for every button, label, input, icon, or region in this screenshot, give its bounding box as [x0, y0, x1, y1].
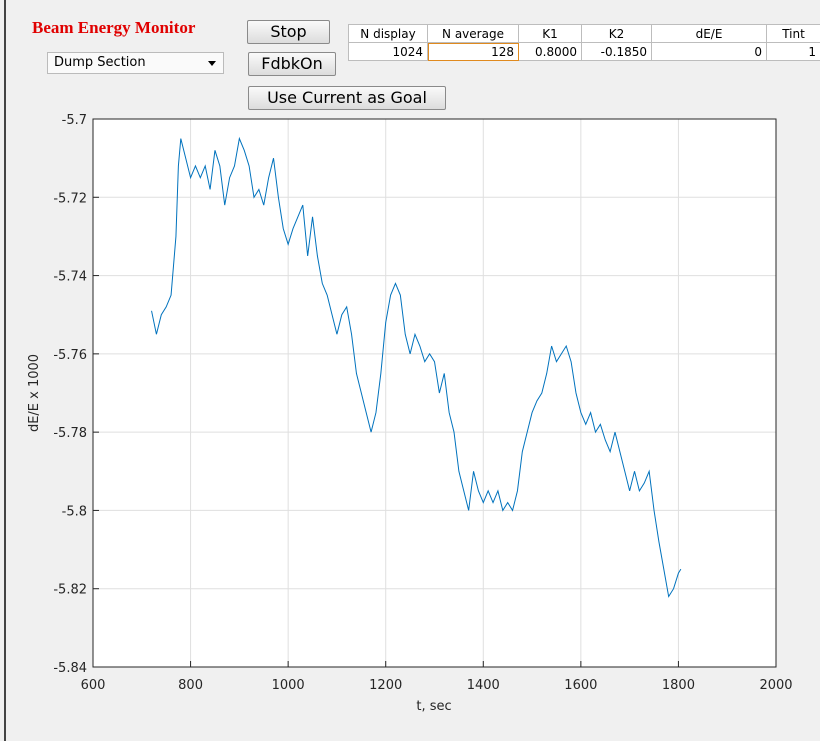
x-tick-label: 1000: [272, 678, 305, 693]
app-title: Beam Energy Monitor: [32, 18, 196, 37]
table-cell[interactable]: 0: [651, 42, 767, 61]
x-tick-label: 1600: [564, 678, 597, 693]
y-tick-label: -5.82: [53, 583, 87, 598]
y-axis-label: dE/E x 1000: [27, 354, 42, 432]
y-tick-label: -5.7: [62, 113, 87, 128]
y-tick-label: -5.84: [53, 661, 87, 676]
column-header: K1: [518, 24, 582, 43]
stop-button[interactable]: Stop: [247, 20, 330, 44]
x-tick-label: 1400: [467, 678, 500, 693]
y-tick-label: -5.78: [53, 426, 87, 441]
table-cell[interactable]: 0.8000: [518, 42, 582, 61]
column-header: dE/E: [651, 24, 767, 43]
plot-area: [93, 119, 776, 667]
window-border: [4, 0, 6, 741]
table-cell[interactable]: 1024: [348, 42, 428, 61]
data-line: [151, 136, 682, 598]
dropdown-label: Dump Section: [54, 55, 146, 70]
x-tick-label: 1200: [369, 678, 402, 693]
column-header: Tint: [766, 24, 820, 43]
goal-button[interactable]: Use Current as Goal: [248, 86, 446, 110]
y-tick-label: -5.8: [62, 504, 87, 519]
table-row: 1024 128 0.8000 -0.1850 0 1: [348, 42, 820, 61]
x-tick-label: 800: [178, 678, 203, 693]
section-dropdown[interactable]: Dump Section: [47, 52, 224, 74]
y-tick-label: -5.74: [53, 270, 87, 285]
x-tick-label: 1800: [662, 678, 695, 693]
parameter-table: N display N average K1 K2 dE/E Tint 1024 128 0.8…: [348, 24, 820, 61]
y-tick-label: -5.76: [53, 348, 87, 363]
plot-frame: [92, 118, 777, 668]
x-tick-label: 2000: [759, 678, 792, 693]
table-cell[interactable]: 1: [766, 42, 820, 61]
table-cell[interactable]: -0.1850: [581, 42, 652, 61]
dropdown-arrow: [208, 61, 216, 66]
y-tick-label: -5.72: [53, 191, 87, 206]
feedback-button[interactable]: FdbkOn: [248, 52, 336, 76]
x-tick-label: 600: [81, 678, 106, 693]
column-header: N average: [427, 24, 519, 43]
x-axis-label: t, sec: [416, 699, 451, 714]
